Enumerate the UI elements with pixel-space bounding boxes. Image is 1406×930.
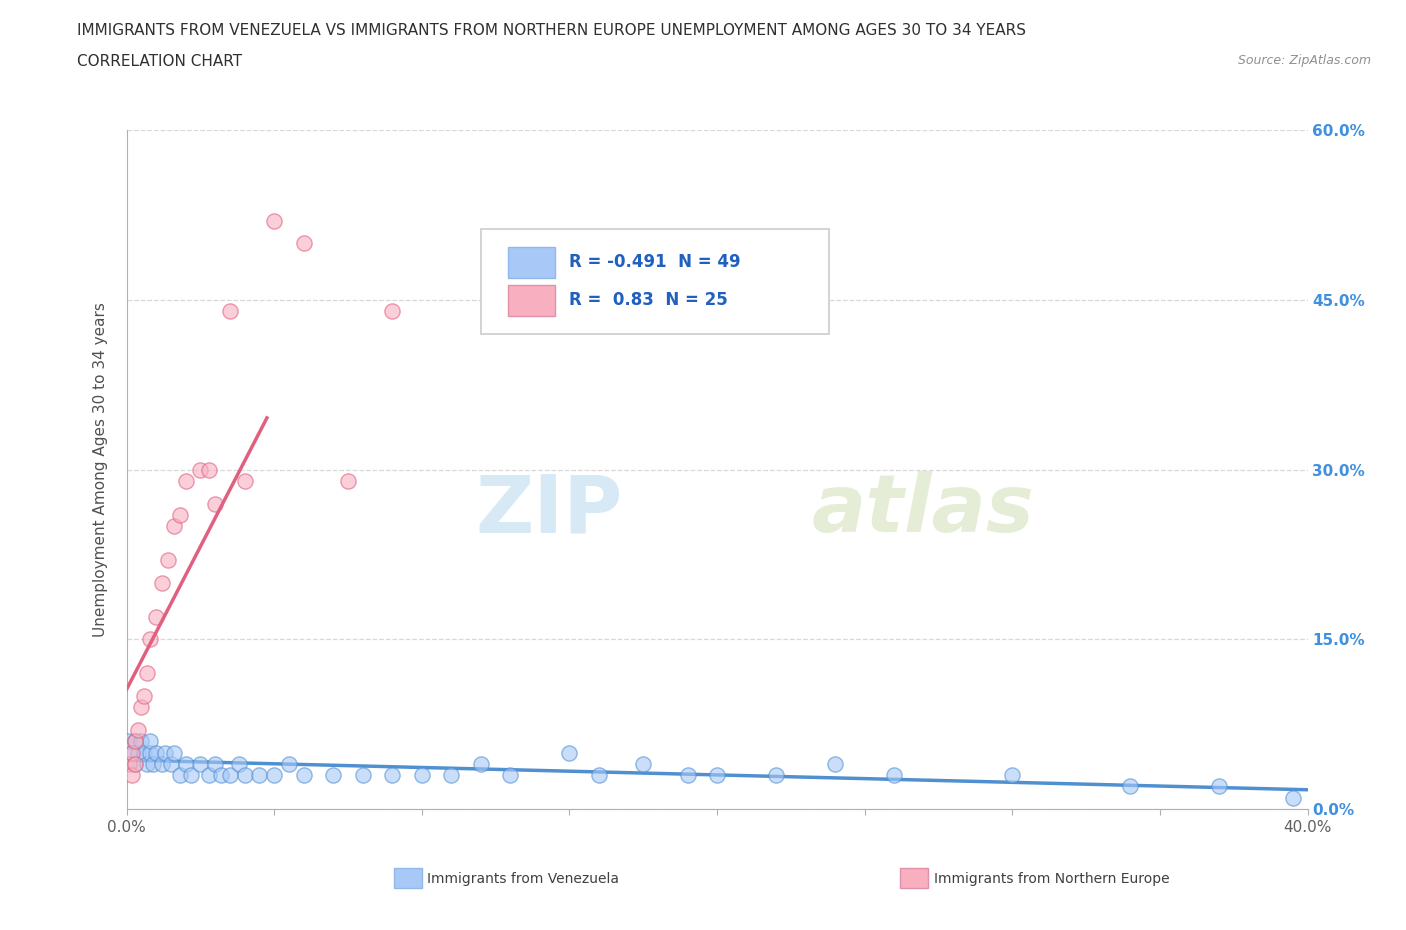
Point [198, 462, 221, 477]
Text: Immigrants from Northern Europe: Immigrants from Northern Europe [934, 871, 1170, 886]
Point [134, 688, 156, 703]
Point [219, 304, 242, 319]
Point [124, 756, 146, 771]
Point [136, 666, 159, 681]
Point [127, 745, 149, 760]
Point [139, 745, 162, 760]
Point [278, 756, 301, 771]
Point [124, 734, 146, 749]
Point [150, 576, 173, 591]
Point [1001, 768, 1024, 783]
Point [233, 473, 256, 488]
Point [824, 756, 846, 771]
Point [188, 756, 211, 771]
Point [588, 768, 610, 783]
Point [558, 745, 581, 760]
Text: IMMIGRANTS FROM VENEZUELA VS IMMIGRANTS FROM NORTHERN EUROPE UNEMPLOYMENT AMONG : IMMIGRANTS FROM VENEZUELA VS IMMIGRANTS … [77, 23, 1026, 38]
Point [136, 756, 159, 771]
Point [706, 768, 728, 783]
Point [381, 304, 404, 319]
Point [156, 552, 179, 567]
Point [198, 768, 221, 783]
Point [139, 632, 162, 647]
Point [159, 756, 183, 771]
Point [118, 734, 141, 749]
Text: CORRELATION CHART: CORRELATION CHART [77, 54, 242, 69]
Point [121, 768, 143, 783]
Text: R = -0.491  N = 49: R = -0.491 N = 49 [569, 253, 741, 272]
Point [233, 768, 256, 783]
Point [153, 745, 176, 760]
Text: Immigrants from Venezuela: Immigrants from Venezuela [427, 871, 620, 886]
Point [163, 745, 186, 760]
Point [292, 236, 315, 251]
Point [247, 768, 270, 783]
Point [337, 473, 360, 488]
Point [676, 768, 699, 783]
Point [169, 768, 191, 783]
Point [121, 745, 143, 760]
Point [352, 768, 374, 783]
Point [1119, 779, 1142, 794]
FancyBboxPatch shape [481, 229, 830, 334]
Point [263, 213, 285, 228]
Point [440, 768, 463, 783]
Point [263, 768, 285, 783]
Point [292, 768, 315, 783]
Point [118, 756, 141, 771]
Point [134, 745, 156, 760]
Point [127, 723, 149, 737]
Text: ZIP: ZIP [475, 472, 623, 550]
Point [499, 768, 522, 783]
Point [124, 734, 146, 749]
Point [124, 756, 146, 771]
Point [219, 768, 242, 783]
Point [150, 756, 173, 771]
Point [145, 609, 167, 624]
Point [129, 734, 153, 749]
Point [142, 756, 165, 771]
Text: atlas: atlas [811, 472, 1035, 550]
Point [1282, 790, 1305, 805]
Point [163, 519, 186, 534]
Point [1208, 779, 1230, 794]
Point [883, 768, 905, 783]
Point [381, 768, 404, 783]
FancyBboxPatch shape [508, 285, 555, 315]
Point [765, 768, 787, 783]
Point [139, 734, 162, 749]
FancyBboxPatch shape [508, 247, 555, 277]
Point [174, 756, 197, 771]
Point [470, 756, 492, 771]
Point [322, 768, 344, 783]
Point [411, 768, 433, 783]
Point [129, 699, 153, 714]
Text: Source: ZipAtlas.com: Source: ZipAtlas.com [1237, 54, 1371, 67]
Point [204, 496, 226, 511]
Point [188, 462, 211, 477]
Point [631, 756, 654, 771]
Point [209, 768, 232, 783]
Point [174, 473, 197, 488]
Y-axis label: Unemployment Among Ages 30 to 34 years: Unemployment Among Ages 30 to 34 years [93, 302, 108, 637]
Point [204, 756, 226, 771]
Text: R =  0.83  N = 25: R = 0.83 N = 25 [569, 291, 728, 310]
Point [145, 745, 167, 760]
Point [121, 745, 143, 760]
Point [228, 756, 250, 771]
Point [169, 508, 191, 523]
Point [180, 768, 202, 783]
